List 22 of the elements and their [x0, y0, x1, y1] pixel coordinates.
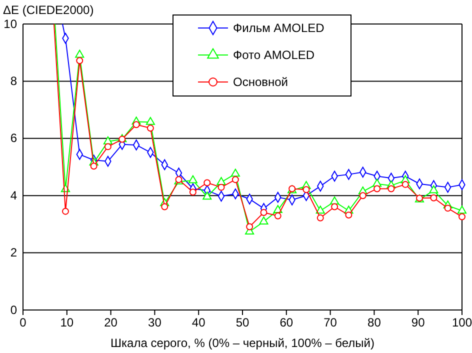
y-tick-label: 6	[10, 131, 18, 146]
y-tick-label: 10	[4, 16, 18, 31]
legend-label: Основной	[233, 75, 288, 89]
legend-label: Фильм AMOLED	[233, 21, 325, 35]
y-tick-label: 2	[10, 246, 18, 260]
x-tick-label: 90	[411, 316, 426, 330]
x-tick-label: 60	[280, 316, 294, 330]
x-tick-label: 30	[148, 316, 162, 330]
x-tick-label: 80	[368, 316, 382, 330]
x-tick-label: 20	[104, 316, 118, 330]
y-tick-label: 0	[10, 302, 18, 317]
legend-label: Фото AMOLED	[233, 48, 315, 62]
y-tick-label: 8	[10, 74, 18, 88]
y-tick-label: 4	[10, 188, 18, 202]
x-tick-label: 50	[236, 316, 250, 330]
x-tick-label: 100	[452, 316, 472, 330]
x-tick-label: 40	[192, 316, 206, 330]
x-tick-label: 10	[60, 316, 74, 330]
x-tick-label: 0	[20, 316, 27, 330]
y-axis-title: ΔE (CIEDE2000)	[3, 3, 94, 17]
x-tick-label: 70	[324, 316, 338, 330]
x-axis-title: Шкала серого, % (0% – черный, 100% – белый)	[110, 336, 374, 350]
